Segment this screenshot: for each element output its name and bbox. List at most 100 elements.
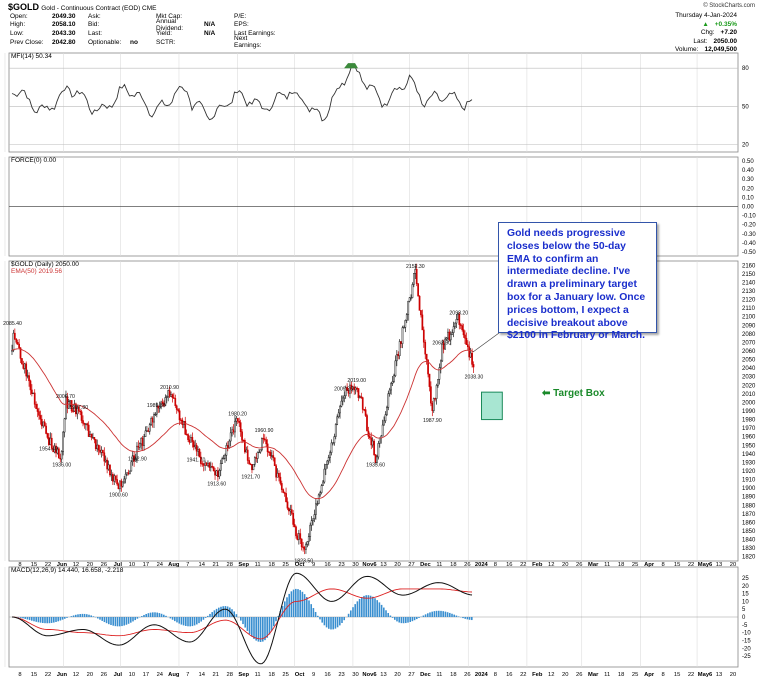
macd-histogram-bar (244, 617, 246, 628)
description: Gold - Continuous Contract (EOD) CME (41, 5, 157, 12)
quote-pct: +0.35% (714, 20, 737, 28)
macd-histogram-bar (350, 610, 352, 617)
x-tick-label: 30 (352, 562, 358, 568)
quote-date: Thursday 4-Jan-2024 (675, 12, 737, 19)
candle-body (413, 273, 415, 285)
panel-frame-mfi (8, 52, 739, 153)
macd-histogram-bar (121, 617, 123, 627)
candle-body (336, 416, 339, 425)
candle-body (130, 461, 133, 472)
candle-body (310, 520, 313, 526)
candle-body (420, 310, 422, 316)
macd-histogram-bar (442, 611, 444, 617)
macd-tick-label: 5 (742, 607, 746, 613)
macd-histogram-bar (75, 614, 77, 617)
candle-body (266, 443, 269, 453)
x-tick-label-bottom: 12 (73, 672, 79, 678)
x-tick-label: Aug (168, 562, 180, 568)
pivot-label: 1913.60 (207, 481, 226, 487)
candle-body (297, 533, 300, 540)
credit: © StockCharts.com (703, 3, 755, 9)
candle-body (293, 524, 296, 528)
chart-title: $GOLD Gold - Continuous Contract (EOD) C… (8, 2, 156, 12)
candle-body (117, 483, 120, 490)
candle-body (116, 479, 118, 485)
candle-body (435, 385, 438, 399)
candle-body (77, 406, 80, 412)
candle-body (439, 360, 442, 368)
candle-body (361, 397, 364, 410)
price-tick-label: 2150 (742, 272, 756, 278)
candle-body (127, 472, 130, 475)
macd-histogram-bar (464, 617, 466, 619)
macd-histogram-bar (193, 617, 196, 626)
candle-body (93, 437, 96, 440)
candle-body (405, 314, 408, 321)
macd-histogram-bar (319, 617, 321, 620)
macd-tick-label: -25 (742, 654, 751, 660)
macd-histogram-bar (242, 617, 244, 625)
macd-histogram-bar (143, 614, 145, 617)
candle-body (288, 507, 290, 512)
candle-body (59, 457, 62, 460)
candle-body (342, 397, 344, 402)
x-tick-label-bottom: 30 (352, 672, 358, 678)
price-tick-label: 2140 (742, 280, 756, 286)
candle-body (427, 359, 429, 375)
macd-histogram-bar (110, 617, 112, 626)
x-tick-label-bottom: 18 (450, 672, 456, 678)
x-tick-label-bottom: 8 (494, 672, 497, 678)
quote-chg: +7.20 (720, 29, 737, 37)
x-tick-label: Feb (532, 562, 543, 568)
macd-histogram-bar (358, 598, 361, 617)
macd-histogram-bar (101, 617, 103, 621)
macd-histogram-bar (405, 617, 407, 624)
x-tick-label-bottom: 20 (562, 672, 568, 678)
macd-histogram-bar (141, 616, 143, 617)
candle-body (82, 420, 84, 424)
candle-body (286, 501, 289, 509)
candle-body (151, 418, 154, 423)
pivot-label: 2152.30 (406, 264, 425, 270)
macd-histogram-bar (352, 607, 354, 617)
macd-histogram-bar (446, 612, 449, 617)
macd-histogram-bar (380, 604, 383, 617)
macd-histogram-bar (224, 606, 227, 617)
candle-body (317, 494, 320, 504)
x-tick-label: 2024 (475, 562, 489, 568)
candle-body (391, 381, 394, 384)
force-tick-label: 0.40 (742, 168, 754, 174)
macd-histogram-bar (374, 598, 376, 617)
candle-body (447, 331, 449, 339)
macd-histogram-bar (17, 617, 20, 618)
candle-body (244, 440, 246, 453)
x-tick-label: 22 (688, 562, 694, 568)
candle-body (248, 460, 250, 465)
macd-histogram-bar (105, 617, 108, 624)
candle-body (283, 492, 286, 494)
x-tick-label-bottom: Oct (295, 672, 305, 678)
macd-histogram-bar (83, 613, 86, 617)
macd-histogram-bar (226, 606, 229, 617)
macd-histogram-bar (92, 616, 95, 617)
candle-body (469, 352, 472, 358)
macd-histogram-bar (438, 610, 440, 617)
force-tick-label: 0.20 (742, 186, 754, 192)
candle-body (212, 466, 215, 472)
candle-body (167, 390, 170, 398)
macd-tick-label: 0 (742, 615, 746, 621)
candle-body (200, 456, 202, 464)
candle-body (164, 397, 167, 406)
price-tick-label: 1890 (742, 495, 756, 501)
macd-histogram-bar (165, 615, 167, 617)
x-tick-label: Mar (588, 562, 599, 568)
candle-body (395, 354, 398, 362)
candle-body (23, 363, 26, 369)
macd-histogram-bar (178, 617, 180, 624)
candle-body (422, 329, 425, 343)
candle-body (42, 421, 45, 427)
macd-histogram-bar (50, 617, 53, 623)
price-tick-label: 1980 (742, 418, 756, 424)
macd-histogram-bar (279, 611, 282, 617)
macd-histogram-bar (387, 612, 389, 617)
